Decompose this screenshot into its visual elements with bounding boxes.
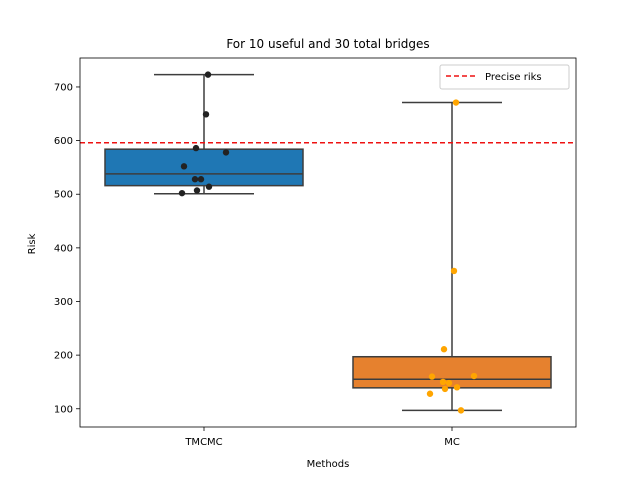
data-point [205,183,213,190]
plot-area: 100 200 300 400 500 600 700 TMCMC MC [54,57,577,448]
data-point [202,111,210,118]
x-axis-label: Methods [307,459,350,470]
y-tick-label: 600 [54,136,73,147]
box-mc [352,99,552,414]
data-point [193,187,201,194]
y-tick-label: 700 [54,82,73,93]
y-tick-label: 400 [54,243,73,254]
data-point [452,99,460,106]
data-point [180,163,188,170]
data-point [457,407,465,414]
data-point [204,71,212,78]
data-point [426,390,434,397]
plot-frame [79,57,577,428]
data-point [470,372,478,380]
data-point [440,346,448,353]
legend-label: Precise riks [485,72,542,83]
y-tick-label: 200 [54,351,73,362]
data-point [428,373,436,380]
legend: Precise riks [439,64,570,90]
data-point [192,144,200,152]
x-tick-label: TMCMC [184,437,222,448]
data-point [441,385,449,393]
legend-frame [439,64,570,90]
x-tick-label: MC [444,437,460,448]
box-tmcmc [104,71,304,197]
data-point [178,189,186,197]
data-point [222,149,230,156]
data-point [453,384,461,391]
y-axis-label: Risk [27,233,38,254]
y-tick-label: 100 [54,404,73,415]
y-tick-label: 300 [54,297,73,308]
data-point [439,378,447,386]
data-point [197,176,205,183]
data-point [445,379,453,387]
data-point [191,176,199,183]
data-point [450,267,458,275]
y-tick-label: 500 [54,190,73,201]
chart-title: For 10 useful and 30 total bridges [226,37,429,51]
